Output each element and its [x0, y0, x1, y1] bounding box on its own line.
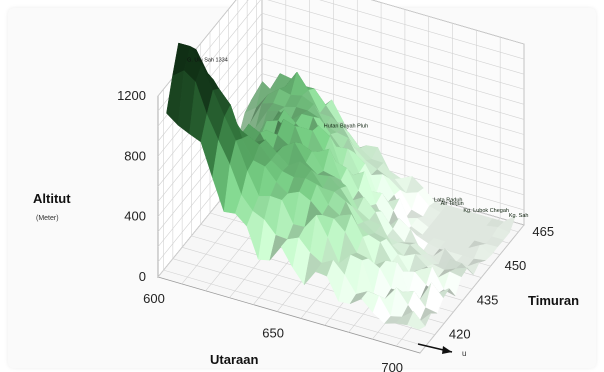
y-tick-label: 450 — [505, 258, 527, 273]
tick-labels: 0 400 800 1200 600 650 700 420 435 450 465 — [117, 88, 554, 372]
north-arrow-label: u — [462, 349, 466, 358]
x-tick-label: 700 — [381, 360, 403, 372]
north-arrow-head — [442, 346, 452, 354]
grid-line-z-right — [261, 43, 525, 120]
annotation-label: Lata Raduh — [434, 198, 462, 204]
z-axis-unit: (Meter) — [36, 215, 59, 222]
annotations: G. Ulu Sah 1334 Hutan Bayah Pluh Lata Radu… — [187, 58, 528, 219]
surface-patch — [407, 310, 426, 330]
grid-line-z-right — [261, 58, 525, 135]
x-tick-label: 650 — [262, 326, 284, 341]
y-tick-label: 435 — [477, 292, 499, 307]
grid-line-z-right — [371, 0, 525, 45]
annotation-label: Kg. Lubok Chegah — [463, 208, 509, 214]
annotation-label: Hutan Bayah Pluh — [324, 123, 368, 129]
annotation-label: Air Terjun — [441, 201, 464, 207]
y-tick-label: 420 — [449, 327, 471, 342]
grid-line-y-floor — [163, 269, 426, 347]
grid-line-z-right — [261, 28, 525, 105]
surface — [166, 42, 516, 330]
grid-line-z-right — [261, 12, 525, 90]
z-tick-label: 800 — [124, 148, 146, 163]
y-tick-label: 465 — [532, 224, 554, 239]
annotation-label: Kg. Sah — [509, 213, 529, 219]
grid-line-z-right — [267, 0, 525, 75]
annotation-label: G. Ulu Sah 1334 — [187, 58, 228, 64]
x-tick-label: 600 — [143, 291, 165, 306]
x-axis-title: Utaraan — [210, 352, 258, 367]
grid-line-z-right — [319, 0, 525, 60]
z-tick-label: 0 — [139, 269, 146, 284]
north-arrow: u — [417, 343, 466, 358]
z-axis-title: Altitut — [33, 191, 71, 206]
z-tick-label: 1200 — [117, 88, 146, 103]
y-axis-title: Timuran — [528, 293, 579, 308]
z-tick-label: 400 — [124, 209, 146, 224]
